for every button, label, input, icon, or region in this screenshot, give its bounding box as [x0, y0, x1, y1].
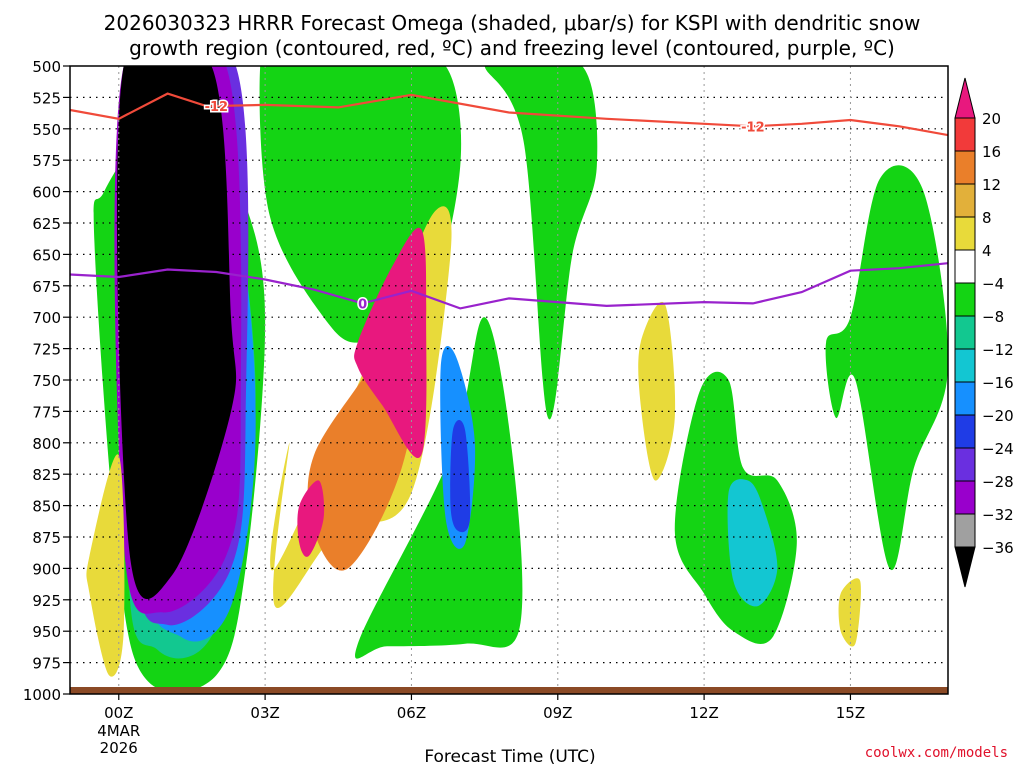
chart-title-line-1: 2026030323 HRRR Forecast Omega (shaded, …	[104, 11, 921, 35]
grid-lines	[70, 66, 948, 694]
y-tick-label: 800	[32, 435, 61, 453]
omega-region	[638, 301, 676, 481]
colorbar-bin	[954, 414, 976, 449]
colorbar-bin	[954, 117, 976, 152]
x-tick-label: 09Z	[543, 704, 572, 722]
colorbar-label: 16	[982, 143, 1001, 161]
x-tick-label: 03Z	[250, 704, 279, 722]
x-tick-label: 00Z	[104, 704, 133, 722]
colorbar-bin	[954, 216, 976, 251]
colorbar-label: 20	[982, 110, 1001, 128]
y-tick-label: 925	[32, 592, 61, 610]
colorbar-bin	[954, 348, 976, 383]
y-tick-label: 775	[32, 403, 61, 421]
omega-region	[355, 317, 523, 659]
colorbar-below-triangle	[954, 546, 976, 588]
x-tick-sublabel: 4MAR	[97, 722, 140, 740]
colorbar-label: −4	[982, 275, 1004, 293]
x-tick-label: 12Z	[689, 704, 718, 722]
omega-region	[450, 420, 471, 533]
colorbar-label: −24	[982, 440, 1014, 458]
y-tick-label: 675	[32, 278, 61, 296]
y-tick-label: 550	[32, 121, 61, 139]
y-tick-label: 875	[32, 529, 61, 547]
colorbar-bin	[954, 381, 976, 416]
colorbar-label: −20	[982, 407, 1014, 425]
colorbar-bin	[954, 513, 976, 548]
contour-label: -12	[205, 100, 229, 115]
contour-lines: -12 -12 0	[70, 92, 948, 314]
colorbar-label: −16	[982, 374, 1014, 392]
contour-label: 0	[358, 297, 367, 312]
omega-region	[297, 480, 325, 557]
chart-title-line-2: growth region (contoured, red, ºC) and f…	[129, 36, 895, 60]
y-tick-label: 750	[32, 372, 61, 390]
y-tick-label: 825	[32, 466, 61, 484]
ground-surface	[70, 687, 948, 694]
omega-region	[838, 578, 861, 647]
colorbar-bin	[954, 150, 976, 185]
omega-region	[86, 454, 125, 677]
colorbar-label: −36	[982, 539, 1014, 557]
x-tick-label: 15Z	[836, 704, 865, 722]
colorbar-label: 12	[982, 176, 1001, 194]
colorbar-bin	[954, 480, 976, 515]
contour-line	[70, 92, 948, 137]
y-tick-label: 500	[32, 58, 61, 76]
omega-region	[484, 66, 598, 420]
y-tick-label: 700	[32, 309, 61, 327]
contour-label: -12	[741, 120, 765, 135]
y-tick-label: 850	[32, 498, 61, 516]
x-tick-sublabel: 2026	[100, 739, 138, 757]
y-tick-label: 900	[32, 560, 61, 578]
y-tick-label: 650	[32, 246, 61, 264]
contour-line	[70, 262, 948, 310]
y-tick-label: 950	[32, 623, 61, 641]
y-tick-label: 575	[32, 152, 61, 170]
y-tick-label: 600	[32, 184, 61, 202]
y-tick-label: 975	[32, 655, 61, 673]
omega-region	[116, 66, 237, 599]
colorbar-label: −32	[982, 506, 1014, 524]
x-tick-label: 06Z	[397, 704, 426, 722]
omega-region	[727, 479, 778, 607]
y-tick-label: 725	[32, 341, 61, 359]
colorbar: 20 16 12 8 4 −4 −8 −12 −16 −20 −24 −28 −32 −36	[954, 77, 1014, 588]
y-tick-label: 625	[32, 215, 61, 233]
colorbar-bin	[954, 315, 976, 350]
y-axis: 500 525 550 575 600 625 650 675 700 725 750 775 800 8…	[23, 58, 70, 704]
site-credit: coolwx.com/models	[865, 745, 1008, 761]
colorbar-bin	[954, 282, 976, 317]
colorbar-bin	[954, 447, 976, 482]
y-tick-label: 1000	[23, 686, 61, 704]
colorbar-above-triangle	[954, 77, 976, 119]
colorbar-label: −12	[982, 341, 1014, 359]
colorbar-label: −28	[982, 473, 1014, 491]
colorbar-bin	[954, 249, 976, 284]
colorbar-bin	[954, 183, 976, 218]
colorbar-label: 8	[982, 209, 992, 227]
y-tick-label: 525	[32, 89, 61, 107]
x-axis-label: Forecast Time (UTC)	[424, 747, 595, 767]
colorbar-label: −8	[982, 308, 1004, 326]
colorbar-label: 4	[982, 242, 992, 260]
